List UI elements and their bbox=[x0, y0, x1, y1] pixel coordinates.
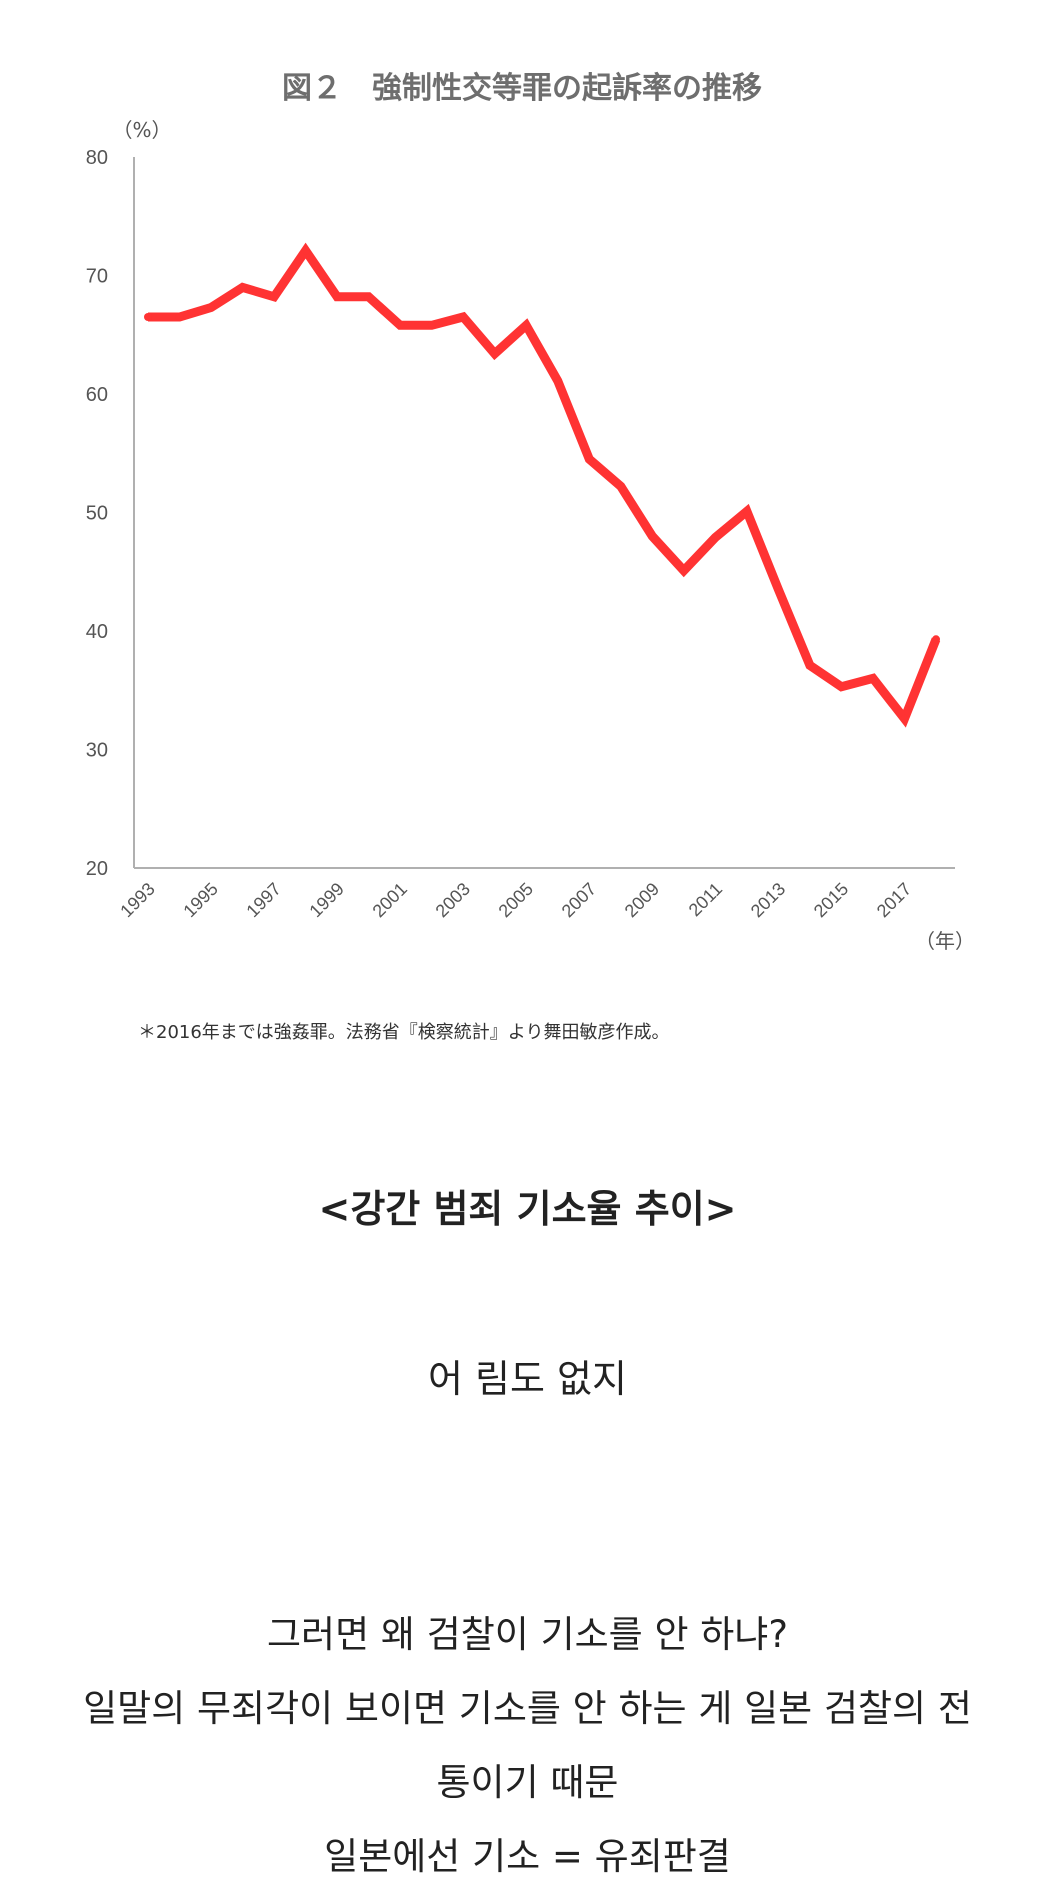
data-point bbox=[932, 635, 940, 644]
x-tick-label: 2001 bbox=[369, 879, 411, 921]
chart-note: ＊2016年までは強姦罪。法務省『検察統計』より舞田敏彦作成。 bbox=[138, 1022, 669, 1043]
x-tick-label: 2009 bbox=[621, 879, 663, 921]
chart-title: 図２ 強制性交等罪の起訴率の推移 bbox=[282, 71, 762, 106]
paragraph-line: 일말의 무죄각이 보이면 기소를 안 하는 게 일본 검찰의 전 bbox=[83, 1687, 972, 1730]
data-point bbox=[711, 533, 720, 542]
data-point bbox=[427, 321, 436, 330]
x-tick-label: 2013 bbox=[747, 879, 789, 921]
y-tick-label: 30 bbox=[86, 740, 108, 762]
paragraph-line: 통이기 때문 bbox=[436, 1761, 619, 1804]
x-tick-label: 2007 bbox=[558, 879, 600, 921]
series-line bbox=[148, 242, 941, 728]
x-tick-label: 2015 bbox=[810, 879, 852, 921]
chart: 図２ 強制性交等罪の起訴率の推移 （%） 20 30 40 50 60 70 80 1993… bbox=[86, 71, 975, 1043]
data-point bbox=[805, 661, 814, 670]
data-point bbox=[175, 313, 184, 321]
x-tick-labels: 1993 1995 1997 1999 2001 2003 2005 2007 2009 2011… bbox=[116, 879, 915, 921]
y-tick-label: 40 bbox=[86, 621, 108, 643]
x-tick-label: 1995 bbox=[179, 879, 221, 921]
section-heading: <강간 범죄 기소율 추이> bbox=[318, 1187, 737, 1231]
data-point bbox=[553, 377, 562, 385]
data-point bbox=[364, 292, 373, 301]
y-tick-label: 20 bbox=[86, 858, 108, 880]
y-tick-labels: 20 30 40 50 60 70 80 bbox=[86, 147, 108, 880]
data-point bbox=[270, 292, 279, 301]
y-tick-label: 70 bbox=[86, 266, 108, 288]
x-tick-label: 2003 bbox=[432, 879, 474, 921]
data-point bbox=[742, 507, 751, 516]
y-tick-label: 80 bbox=[86, 147, 108, 169]
text-line: 어 림도 없지 bbox=[428, 1357, 627, 1401]
data-point bbox=[144, 313, 152, 321]
data-point bbox=[774, 585, 783, 594]
x-tick-label: 1993 bbox=[116, 879, 158, 921]
data-point bbox=[396, 321, 405, 330]
x-tick-label: 2005 bbox=[495, 879, 537, 921]
paragraph: 그러면 왜 검찰이 기소를 안 하냐? 일말의 무죄각이 보이면 기소를 안 하… bbox=[0, 1598, 1055, 1894]
data-point bbox=[490, 349, 499, 358]
line-chart: 図２ 強制性交等罪の起訴率の推移 （%） 20 30 40 50 60 70 80 1993… bbox=[86, 71, 975, 1043]
x-tick-label: 2011 bbox=[685, 879, 727, 921]
y-tick-label: 50 bbox=[86, 503, 108, 525]
x-tick-label: 1997 bbox=[242, 879, 284, 921]
data-point bbox=[837, 682, 846, 691]
series-points bbox=[144, 246, 940, 723]
data-point bbox=[522, 321, 531, 330]
data-point bbox=[616, 482, 625, 491]
data-point bbox=[301, 246, 310, 255]
x-tick-label: 2017 bbox=[873, 879, 915, 921]
y-unit-label: （%） bbox=[112, 118, 171, 142]
data-point bbox=[459, 313, 468, 321]
data-point bbox=[207, 303, 215, 312]
x-unit-label: （年） bbox=[915, 929, 975, 953]
data-point bbox=[679, 566, 688, 575]
y-tick-label: 60 bbox=[86, 384, 108, 406]
data-point bbox=[648, 532, 657, 541]
data-point bbox=[900, 714, 909, 723]
x-tick-label: 1999 bbox=[305, 879, 347, 921]
data-point bbox=[333, 292, 342, 301]
data-point bbox=[869, 674, 877, 683]
data-point bbox=[585, 455, 594, 464]
paragraph-line: 일본에선 기소 = 유죄판결 bbox=[324, 1835, 731, 1878]
paragraph-line: 그러면 왜 검찰이 기소를 안 하냐? bbox=[267, 1613, 788, 1656]
data-point bbox=[238, 283, 247, 292]
